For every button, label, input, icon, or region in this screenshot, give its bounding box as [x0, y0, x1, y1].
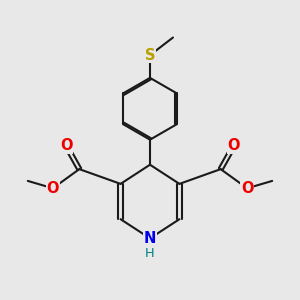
Text: O: O	[241, 181, 253, 196]
Text: S: S	[145, 48, 155, 63]
Text: N: N	[144, 231, 156, 246]
Text: H: H	[145, 247, 155, 260]
Text: O: O	[46, 181, 59, 196]
Text: O: O	[60, 138, 72, 153]
Text: O: O	[228, 138, 240, 153]
